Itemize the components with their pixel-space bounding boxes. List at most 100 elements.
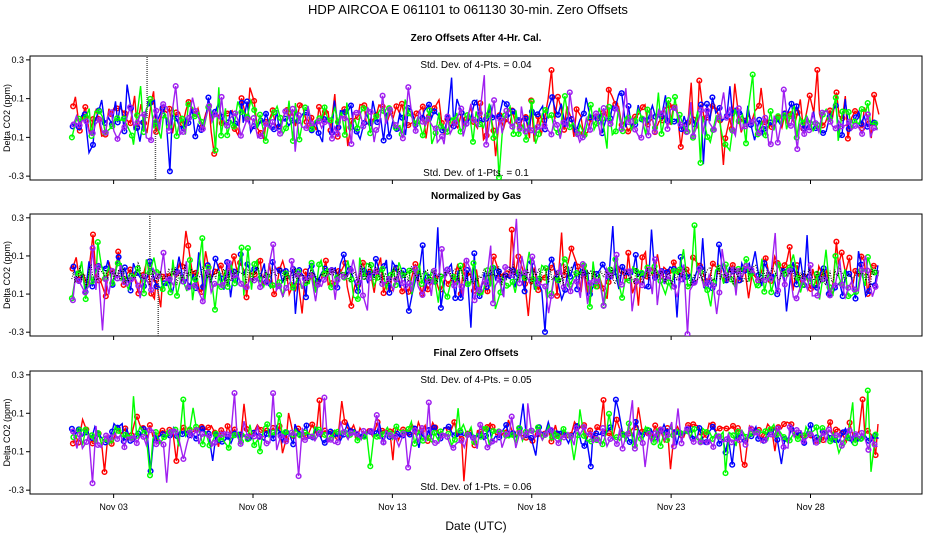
gas3-point — [238, 108, 245, 116]
gas3-point — [354, 437, 361, 444]
y-tick-label: -0.1 — [8, 447, 24, 457]
gas2-point — [651, 274, 659, 281]
gas1-point — [839, 115, 846, 122]
gas2-point — [528, 434, 535, 441]
gas3-point — [230, 123, 237, 130]
gas4-point — [89, 480, 96, 487]
panel: Zero Offsets After 4-Hr. Cal. Delta CO2 (… — [2, 33, 923, 184]
x-axis-label: Date (UTC) — [445, 519, 506, 533]
gas4-point — [793, 295, 800, 302]
gas2-point — [315, 129, 322, 137]
gas4-point — [128, 276, 135, 283]
gas4-point — [464, 431, 471, 438]
gas4-point — [606, 272, 613, 279]
gas4-point — [94, 263, 102, 270]
gas3-point — [173, 292, 181, 299]
gas2-point — [677, 254, 684, 261]
gas1-point — [871, 91, 878, 98]
gas2-point — [612, 396, 619, 403]
gas4-point — [270, 390, 277, 397]
gas4-point — [153, 107, 160, 114]
gas2-point — [716, 104, 723, 111]
gas4-point — [199, 125, 206, 133]
gas4-point — [786, 423, 793, 431]
gas4-point — [566, 89, 573, 96]
x-tick-label: Nov 13 — [378, 502, 407, 512]
gas4-point — [225, 259, 232, 266]
gas4-point — [471, 297, 478, 304]
gas4-point — [128, 435, 135, 442]
gas1-point — [605, 86, 612, 93]
gas3-point — [482, 425, 490, 432]
gas4-point — [859, 130, 866, 137]
gas4-point — [553, 121, 561, 128]
gas3-point — [360, 105, 367, 112]
gas4-point — [645, 266, 652, 273]
gas1-point — [827, 419, 834, 426]
y-tick-label: 0.1 — [11, 408, 24, 418]
gas4-point — [140, 273, 147, 280]
gas4-point — [452, 119, 459, 126]
gas4-point — [250, 115, 257, 122]
gas4-point — [535, 429, 542, 436]
gas3-point — [762, 428, 769, 435]
gas4-point — [244, 116, 251, 123]
gas4-point — [411, 427, 418, 434]
gas4-point — [652, 430, 659, 437]
gas4-point — [340, 428, 347, 436]
gas4-point — [684, 425, 691, 432]
gas4-point — [316, 430, 323, 437]
gas4-point — [846, 427, 853, 434]
gas4-point — [450, 444, 457, 451]
gas4-point — [109, 267, 116, 274]
gas4-point — [807, 431, 814, 438]
gas1-point — [309, 421, 316, 428]
gas4-point — [767, 275, 774, 282]
gas1-point — [846, 254, 853, 261]
gas4-point — [580, 424, 588, 431]
gas2-point — [626, 438, 633, 446]
gas4-point — [295, 473, 302, 480]
gas1-point — [548, 67, 555, 74]
gas4-point — [820, 429, 827, 436]
gas4-point — [380, 439, 387, 446]
gas3-point — [269, 282, 276, 289]
gas4-point — [206, 102, 213, 109]
gas4-point — [476, 110, 483, 117]
gas4-point — [140, 433, 147, 440]
gas3-point — [619, 294, 626, 301]
gas3-point — [658, 130, 665, 137]
gas4-point — [114, 435, 121, 443]
gas2-point — [586, 291, 593, 298]
gas4-point — [76, 122, 83, 129]
gas2-point — [192, 133, 199, 140]
gas4-point — [548, 131, 555, 138]
gas3-point — [832, 94, 839, 101]
gas4-point — [82, 289, 89, 296]
gas2-point — [581, 442, 588, 449]
gas4-point — [212, 111, 219, 118]
gas2-point — [405, 307, 412, 314]
gas4-point — [658, 268, 665, 275]
gas2-point — [846, 270, 853, 277]
gas1-point — [438, 119, 445, 126]
gas3-point — [665, 96, 672, 104]
gas4-point — [192, 107, 199, 115]
gas4-point — [237, 440, 244, 447]
gas2-point — [340, 251, 347, 258]
gas2-point — [89, 141, 97, 148]
gas1-point — [399, 288, 406, 295]
gas3-point — [554, 433, 561, 440]
gas4-point — [199, 298, 206, 305]
gas4-point — [542, 431, 549, 438]
gas4-point — [148, 286, 155, 293]
gas4-point — [127, 104, 134, 111]
gas4-point — [529, 253, 536, 260]
gas3-point — [405, 425, 412, 433]
gas4-point — [754, 429, 761, 436]
gas3-point — [251, 261, 258, 268]
gas4-point — [813, 439, 820, 446]
gas4-point — [845, 284, 852, 291]
gas4-point — [600, 302, 607, 309]
